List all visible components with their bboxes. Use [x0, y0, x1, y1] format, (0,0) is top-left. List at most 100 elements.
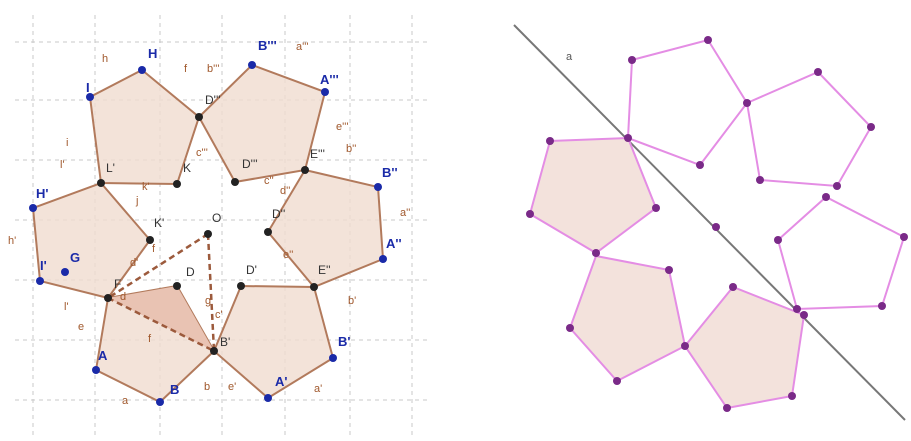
label-side-h: h — [102, 53, 108, 65]
point-r-12[interactable] — [900, 233, 908, 241]
point-r-8[interactable] — [833, 182, 841, 190]
label-B: B — [170, 382, 179, 397]
label-O: O — [212, 211, 221, 225]
label-G: G — [70, 250, 80, 265]
point-r-5[interactable] — [624, 134, 632, 142]
line-a[interactable] — [513, 24, 906, 421]
label-side-e2: e'' — [283, 249, 293, 261]
point-r-21[interactable] — [681, 342, 689, 350]
label-I: I — [86, 80, 90, 95]
point-K1[interactable] — [146, 236, 154, 244]
point-I1[interactable] — [36, 277, 44, 285]
point-A2[interactable] — [379, 255, 387, 263]
label-side-c2: c'' — [264, 175, 274, 187]
point-r-3[interactable] — [743, 99, 751, 107]
point-r-9[interactable] — [756, 176, 764, 184]
point-r-11[interactable] — [822, 193, 830, 201]
point-r-7[interactable] — [867, 123, 875, 131]
point-r-19[interactable] — [712, 223, 720, 231]
point-K[interactable] — [173, 180, 181, 188]
pentagon-top-right — [197, 63, 327, 184]
label-B1-right: B' — [338, 334, 350, 349]
point-B2[interactable] — [374, 183, 382, 191]
point-r-2[interactable] — [704, 36, 712, 44]
point-B3[interactable] — [248, 61, 256, 69]
pentagon-bottom-right — [212, 284, 335, 400]
point-H1[interactable] — [29, 204, 37, 212]
label-side-b3: b''' — [207, 63, 219, 75]
point-D3[interactable] — [231, 178, 239, 186]
point-r-17[interactable] — [592, 249, 600, 257]
shaded-triangle — [108, 286, 214, 351]
label-side-f2: f — [148, 333, 152, 345]
point-r-25[interactable] — [800, 311, 808, 319]
pentagon-r-right — [776, 195, 906, 311]
points-right — [526, 36, 908, 412]
point-r-4[interactable] — [696, 161, 704, 169]
point-B1-right[interactable] — [329, 354, 337, 362]
point-r-18[interactable] — [526, 210, 534, 218]
point-r-26[interactable] — [788, 392, 796, 400]
point-r-22[interactable] — [613, 377, 621, 385]
pentagon-left — [31, 181, 152, 300]
label-side-f: f — [184, 63, 188, 75]
label-A: A — [98, 348, 108, 363]
point-A3[interactable] — [321, 88, 329, 96]
point-G[interactable] — [61, 268, 69, 276]
point-D3top[interactable] — [195, 113, 203, 121]
label-E3: E''' — [310, 147, 325, 161]
point-B1[interactable] — [210, 347, 218, 355]
label-E2: E'' — [318, 263, 331, 277]
pentagon-r-bottom-left — [568, 254, 687, 383]
pentagon-r-left — [528, 136, 658, 255]
label-side-a2: a'' — [400, 207, 410, 219]
point-O[interactable] — [204, 230, 212, 238]
label-B3: B''' — [258, 38, 277, 53]
side-labels-left: h f b''' a''' i c''' e''' b'' l' k' j c'… — [8, 41, 410, 407]
point-D[interactable] — [173, 282, 181, 290]
point-E3[interactable] — [301, 166, 309, 174]
label-side-i: i — [66, 137, 68, 149]
point-r-14[interactable] — [793, 305, 801, 313]
label-B2: B'' — [382, 165, 398, 180]
point-r-20[interactable] — [665, 266, 673, 274]
point-r-6[interactable] — [814, 68, 822, 76]
label-side-l: l' — [64, 301, 69, 313]
points-left — [29, 61, 387, 406]
point-r-23[interactable] — [566, 324, 574, 332]
pentagon-r-top-right — [745, 70, 873, 188]
point-L[interactable] — [97, 179, 105, 187]
point-I[interactable] — [86, 93, 94, 101]
label-H1: H' — [36, 186, 48, 201]
label-L: L' — [106, 161, 115, 175]
point-r-10[interactable] — [774, 236, 782, 244]
point-E2[interactable] — [310, 283, 318, 291]
label-side-k1: k' — [142, 181, 150, 193]
point-labels-left: H I B''' A''' D''' D''' E''' L' K B'' D'… — [36, 38, 402, 397]
label-side-l1: l' — [60, 159, 65, 171]
label-side-b1: b' — [348, 295, 356, 307]
label-side-c1: c' — [215, 309, 223, 321]
point-r-27[interactable] — [723, 404, 731, 412]
point-r-24[interactable] — [729, 283, 737, 291]
point-r-15[interactable] — [546, 137, 554, 145]
point-A[interactable] — [92, 366, 100, 374]
point-r-16[interactable] — [652, 204, 660, 212]
label-side-e1: e' — [228, 381, 236, 393]
label-D2: D'' — [272, 207, 285, 221]
point-D1[interactable] — [237, 282, 245, 290]
point-r-13[interactable] — [878, 302, 886, 310]
label-side-a3: a''' — [296, 41, 308, 53]
point-r-1[interactable] — [628, 56, 636, 64]
label-H: H — [148, 46, 157, 61]
point-F[interactable] — [104, 294, 112, 302]
label-D3: D''' — [242, 157, 258, 171]
point-D2[interactable] — [264, 228, 272, 236]
label-side-d: d — [120, 291, 126, 303]
point-H[interactable] — [138, 66, 146, 74]
point-B[interactable] — [156, 398, 164, 406]
label-side-d1: d' — [130, 257, 138, 269]
point-A1[interactable] — [264, 394, 272, 402]
label-K: K — [183, 161, 191, 175]
